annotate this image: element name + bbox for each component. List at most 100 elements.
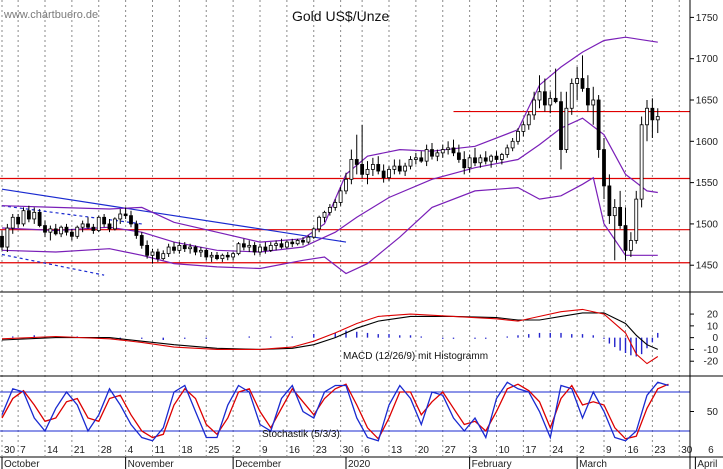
candle-down <box>123 213 128 217</box>
candle-down <box>419 157 424 162</box>
candle-up <box>59 226 64 235</box>
x-tick-label: 9 <box>606 445 612 456</box>
candle-up <box>198 249 203 253</box>
candle-up <box>344 178 348 192</box>
month-label: November <box>128 459 175 469</box>
month-label: 2020 <box>348 459 371 469</box>
candle-down <box>596 99 601 150</box>
candle-up <box>424 149 429 162</box>
candle-up <box>177 244 182 251</box>
candle-up <box>365 168 370 175</box>
candle-down <box>241 243 246 248</box>
candle-up <box>220 254 225 260</box>
x-tick-label: 30 <box>4 445 16 456</box>
candle-down <box>602 149 606 187</box>
candle-up <box>274 243 279 246</box>
candle-up <box>628 240 633 251</box>
candle-down <box>225 254 230 258</box>
candle-up <box>516 130 520 142</box>
candle-up <box>236 243 241 255</box>
candle-down <box>193 246 198 253</box>
candle-up <box>258 246 262 253</box>
candle-down <box>585 88 590 106</box>
candle-up <box>655 116 660 121</box>
x-tick-label: 30 <box>681 445 693 456</box>
price-tick-label: 1600 <box>696 137 719 148</box>
candle-up <box>408 159 413 167</box>
month-label: February <box>472 459 512 469</box>
x-tick-label: 20 <box>418 445 430 456</box>
stochastic-tick-label: 50 <box>707 407 719 418</box>
chart-title: Gold US$/Unze <box>292 8 389 24</box>
candle-up <box>403 165 408 172</box>
candle-up <box>521 124 526 132</box>
x-tick-label: 11 <box>155 445 166 456</box>
candle-up <box>209 254 214 258</box>
x-tick-label: 10 <box>499 445 511 456</box>
candle-down <box>43 225 47 233</box>
candle-down <box>354 159 359 165</box>
candle-up <box>446 147 451 150</box>
x-tick-label: 23 <box>654 445 666 456</box>
candle-up <box>247 244 252 248</box>
candle-down <box>397 165 402 172</box>
x-tick-label: 30 <box>343 445 355 456</box>
candle-down <box>279 243 284 248</box>
candle-down <box>473 157 477 164</box>
trendline-blue-downtrend <box>1 188 347 243</box>
candle-up <box>440 149 445 154</box>
bollinger-bands <box>1 36 658 275</box>
candle-down <box>182 244 187 250</box>
candle-down <box>381 170 386 179</box>
price-tick-label: 1750 <box>696 13 719 24</box>
candle-down <box>263 246 268 251</box>
candle-up <box>387 168 391 179</box>
candle-up <box>306 236 311 243</box>
candle-up <box>5 227 10 248</box>
candle-down <box>37 211 42 226</box>
candle-down <box>559 101 563 150</box>
candle-up <box>188 246 193 250</box>
candle-up <box>526 114 531 126</box>
stochastic-panel <box>0 381 690 442</box>
candle-up <box>569 83 574 109</box>
candle-down <box>553 97 558 103</box>
x-tick-label: 6 <box>708 445 714 456</box>
macd-line <box>1 308 659 365</box>
candle-up <box>370 164 375 170</box>
candle-up <box>150 251 155 256</box>
x-tick-label: 24 <box>552 445 564 456</box>
bollinger-upper <box>1 36 658 243</box>
candle-down <box>107 223 112 230</box>
candle-down <box>430 149 434 157</box>
trendline-blue-dashed-lower <box>1 253 105 276</box>
candle-down <box>650 107 655 121</box>
candle-up <box>96 216 101 231</box>
candle-down <box>64 226 69 233</box>
candle-down <box>139 235 144 246</box>
x-tick-label: 7 <box>20 445 26 456</box>
x-tick-label: 23 <box>316 445 328 456</box>
candle-down <box>86 223 90 228</box>
candle-up <box>467 157 472 169</box>
macd-label: MACD (12/26/9) mit Histogramm <box>343 351 488 362</box>
candle-up <box>231 253 236 258</box>
candle-up <box>21 210 26 225</box>
candle-up <box>645 107 649 126</box>
candle-up <box>639 124 644 200</box>
month-label: April <box>697 459 717 469</box>
candle-up <box>392 165 397 170</box>
candle-up <box>575 78 580 84</box>
x-tick-label: 6 <box>364 445 370 456</box>
candle-up <box>161 253 166 260</box>
candle-up <box>532 99 537 116</box>
candle-up <box>10 216 15 229</box>
candle-up <box>118 213 123 220</box>
candle-down <box>16 216 21 225</box>
candle-down <box>462 159 467 169</box>
candle-up <box>338 190 343 203</box>
candle-down <box>607 185 612 217</box>
x-tick-label: 3 <box>472 445 478 456</box>
candle-up <box>413 157 418 160</box>
